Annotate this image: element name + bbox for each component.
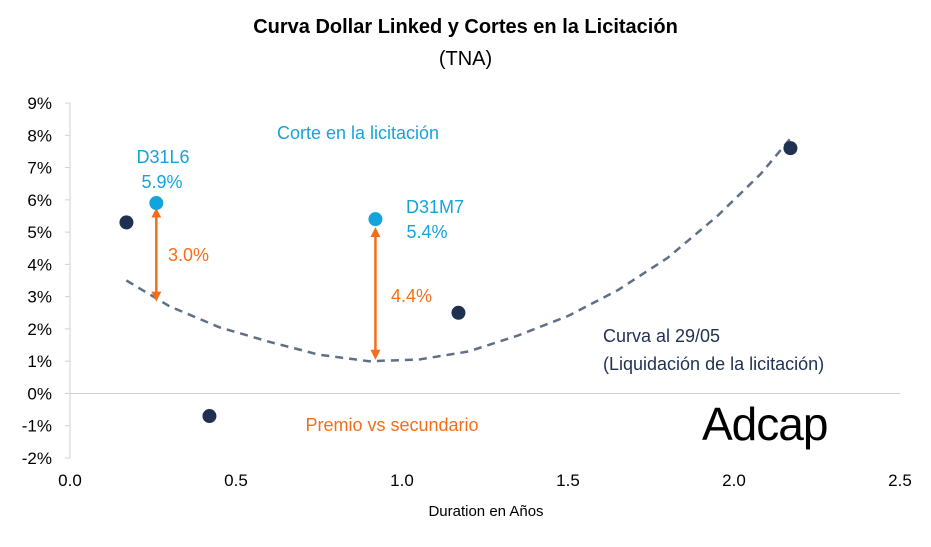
y-tick-label: 4% — [27, 255, 52, 274]
chart-subtitle: (TNA) — [438, 48, 493, 70]
y-tick-label: 5% — [27, 223, 52, 242]
arrow-layer — [151, 207, 381, 360]
chart-title: Curva Dollar Linked y Cortes en la Licit… — [253, 16, 678, 38]
y-tick-label: 7% — [27, 159, 52, 178]
adcap-logo: Adcap — [702, 398, 827, 450]
y-tick-labels: -2% -1% 0% 1% 2% 3% 4% 5% 6% 7% 8% 9% — [22, 94, 52, 468]
y-tick-label: 8% — [27, 126, 52, 145]
x-tick-label: 1.0 — [390, 471, 414, 490]
d31l6-value-label: 5.9% — [141, 172, 182, 192]
y-tick-label: 0% — [27, 384, 52, 403]
y-tick-label: 6% — [27, 191, 52, 210]
curve-label-line2: (Liquidación de la licitación) — [603, 354, 824, 374]
auction-cut-point — [149, 196, 164, 211]
y-tick-label: 9% — [27, 94, 52, 113]
secondary-market-point — [451, 305, 466, 320]
d31m7-value-label: 5.4% — [406, 222, 447, 242]
arrow-label-4: 4.4% — [391, 286, 432, 306]
premio-label: Premio vs secundario — [305, 415, 478, 435]
d31l6-name-label: D31L6 — [136, 147, 189, 167]
x-tick-label: 0.5 — [224, 471, 248, 490]
x-tick-label: 2.0 — [722, 471, 746, 490]
y-tick-label: 3% — [27, 288, 52, 307]
x-tick-label: 1.5 — [556, 471, 580, 490]
x-axis-label: Duration en Años — [428, 503, 543, 520]
x-tick-label: 2.5 — [888, 471, 912, 490]
curve-label-line1: Curva al 29/05 — [603, 326, 720, 346]
y-tick-label: -2% — [22, 449, 52, 468]
y-tick-label: 2% — [27, 320, 52, 339]
d31m7-name-label: D31M7 — [406, 197, 464, 217]
secondary-market-point — [783, 141, 798, 156]
secondary-market-point — [119, 215, 134, 230]
x-tick-label: 0.0 — [58, 471, 82, 490]
secondary-market-point — [202, 409, 217, 424]
y-tick-label: -1% — [22, 417, 52, 436]
arrow-label-3: 3.0% — [168, 245, 209, 265]
axes — [65, 102, 900, 459]
y-tick-label: 1% — [27, 352, 52, 371]
corte-label: Corte en la licitación — [277, 123, 439, 143]
auction-cut-point — [368, 212, 383, 227]
curve-layer — [125, 137, 792, 363]
x-tick-labels: 0.0 0.5 1.0 1.5 2.0 2.5 — [58, 471, 912, 490]
points-layer — [119, 141, 798, 424]
curve-line — [125, 137, 792, 363]
